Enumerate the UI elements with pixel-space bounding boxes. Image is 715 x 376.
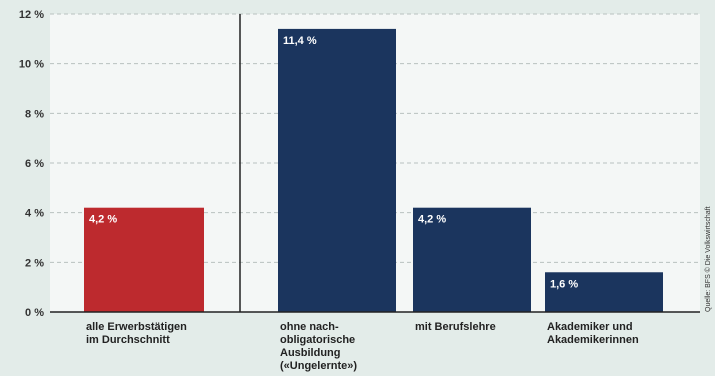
bar: [84, 207, 204, 312]
data-label: 11,4 %: [283, 35, 317, 47]
category-label: Akademikerinnen: [547, 334, 639, 346]
y-tick-label: 6 %: [25, 158, 44, 170]
source-note: Quelle: BFS © Die Volkswirtschaft: [704, 206, 712, 312]
category-label: Ausbildung: [280, 347, 341, 359]
y-tick-label: 12 %: [19, 9, 44, 21]
category-label: mit Berufslehre: [415, 321, 496, 333]
category-label: («Ungelernte»): [280, 360, 357, 372]
data-label: 1,6 %: [550, 278, 578, 290]
category-label: alle Erwerbstätigen: [86, 321, 187, 333]
bar: [413, 207, 531, 312]
category-label: Akademiker und: [547, 321, 633, 333]
bar: [278, 28, 396, 313]
y-tick-label: 4 %: [25, 208, 44, 220]
y-tick-label: 0 %: [25, 307, 44, 319]
category-label: ohne nach-: [280, 321, 339, 333]
category-label: im Durchschnitt: [86, 334, 170, 346]
y-tick-label: 10 %: [19, 59, 44, 71]
data-label: 4,2 %: [89, 214, 117, 226]
bar: [545, 272, 663, 312]
y-tick-label: 2 %: [25, 257, 44, 269]
category-label: obligatorische: [280, 334, 355, 346]
y-tick-label: 8 %: [25, 108, 44, 120]
data-label: 4,2 %: [418, 214, 446, 226]
